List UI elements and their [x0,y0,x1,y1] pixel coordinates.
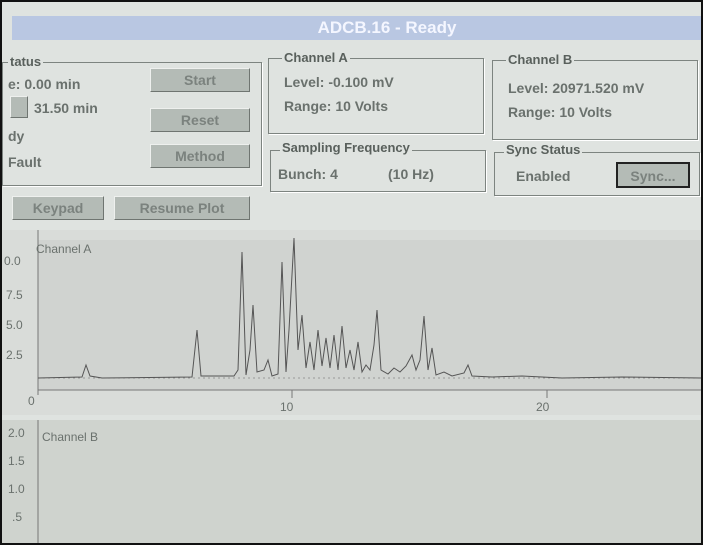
button[interactable] [10,96,28,118]
y-tick-label: 2.5 [6,348,23,362]
plot-label: Channel A [36,242,92,256]
trace [37,237,701,379]
status-state: dy [8,128,25,144]
button[interactable]: Resume Plot [114,196,250,220]
level: Level: -0.100 mV [284,74,394,90]
plot-a-background [38,240,701,390]
y-tick-label: 2.0 [8,426,25,440]
range: Range: 10 Volts [508,104,612,120]
plots [2,230,701,543]
group-legend: Sampling Frequency [280,140,412,155]
status-fault: Fault [8,154,42,170]
group-legend: Sync Status [504,142,583,157]
range: Range: 10 Volts [284,98,388,114]
y-tick-label: 5.0 [6,318,23,332]
status-group [2,62,262,186]
plot-b-area [2,420,701,543]
button[interactable]: Start [150,68,250,92]
x-tick-label: 20 [536,400,550,414]
x-tick-label: 10 [280,400,294,414]
plot-label: Channel B [42,430,99,444]
bunch: Bunch: 4 [278,166,338,182]
group-legend: Channel A [282,50,350,65]
y-tick-label: .5 [12,510,23,524]
button[interactable]: Method [150,144,250,168]
group-legend: Channel B [506,52,575,67]
level: Level: 20971.520 mV [508,80,645,96]
button[interactable]: Reset [150,108,250,132]
rate: (10 Hz) [388,166,434,182]
y-tick-label: 7.5 [6,288,23,302]
y-tick-label: 0 [28,394,35,408]
sync-group [494,152,700,196]
channel-a-group [268,58,484,134]
group-legend: tatus [8,54,44,69]
status-time: e: 0.00 min [8,76,81,92]
button[interactable]: Sync... [616,162,690,188]
y-tick-label: 1.0 [8,482,25,496]
run-time: 31.50 min [34,100,98,116]
button[interactable]: Keypad [12,196,104,220]
window-title: ADCB.16 - Ready [12,16,701,40]
sync-state: Enabled [516,168,571,184]
y-tick-label: 0.0 [4,254,21,268]
y-tick-label: 1.5 [8,454,25,468]
channel-b-group [492,60,698,140]
